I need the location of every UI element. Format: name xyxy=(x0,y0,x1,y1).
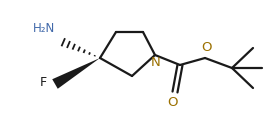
Text: O: O xyxy=(201,41,211,54)
Text: O: O xyxy=(168,96,178,109)
Text: F: F xyxy=(40,77,47,90)
Polygon shape xyxy=(52,58,100,89)
Text: N: N xyxy=(151,56,161,69)
Text: H₂N: H₂N xyxy=(33,22,55,35)
